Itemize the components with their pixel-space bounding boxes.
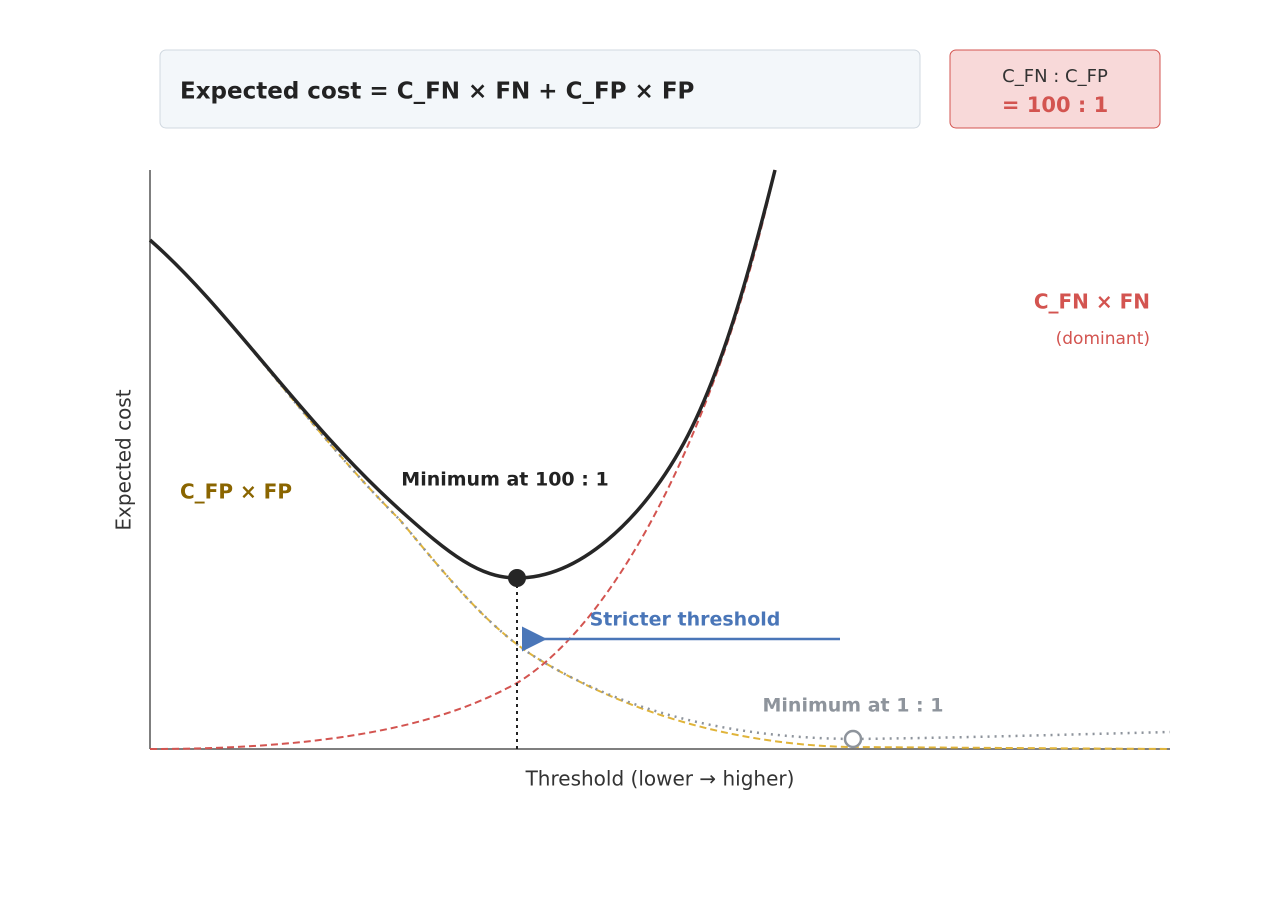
x-axis-label: Threshold (lower → higher) — [525, 767, 795, 791]
formula: Expected cost = C_FN × FN + C_FP × FP — [180, 79, 694, 105]
balanced-minimum-label: Minimum at 1 : 1 — [763, 695, 944, 717]
minimum-marker — [508, 569, 526, 587]
formula-box — [159, 49, 921, 129]
fp-label: C_FP × FP — [180, 480, 292, 504]
balanced-total-curve — [149, 239, 1171, 741]
total-cost-curve — [148, 169, 777, 580]
fp-curve — [149, 239, 1171, 750]
ratio-value: = 100 : 1 — [1002, 93, 1108, 117]
balanced-minimum-marker — [843, 729, 863, 749]
arrow-label: Stricter threshold — [590, 609, 781, 631]
fn-curve — [149, 169, 776, 750]
fn-label: C_FN × FN — [1034, 290, 1150, 314]
ratio-label: C_FN : C_FP — [1002, 66, 1108, 87]
minimum-label: Minimum at 100 : 1 — [401, 469, 608, 491]
ratio-box — [949, 49, 1161, 129]
y-axis-label: Expected cost — [112, 389, 136, 530]
fn-note: (dominant) — [1056, 329, 1150, 349]
